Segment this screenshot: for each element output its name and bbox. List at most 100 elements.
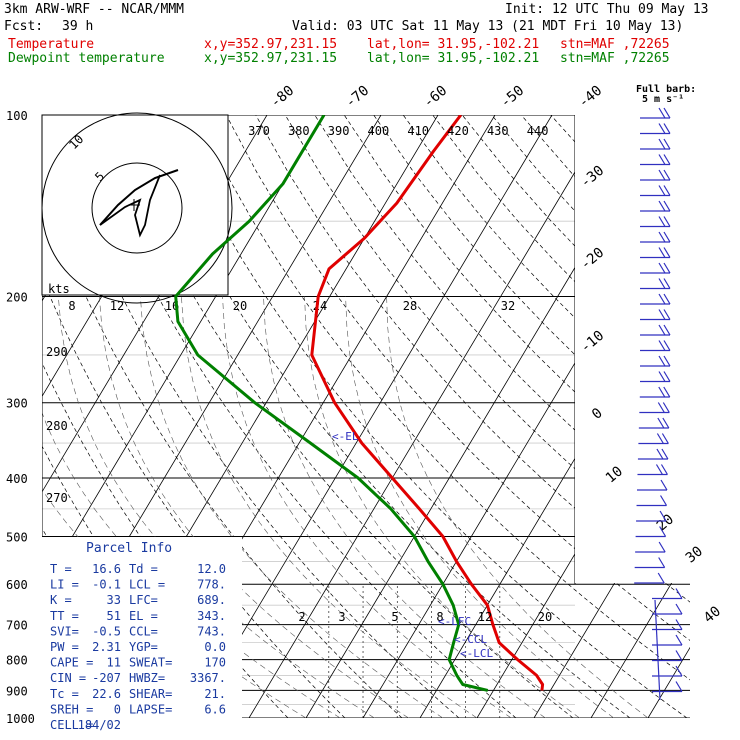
parcel-param-value: 184/02 (78, 718, 121, 732)
wind-barb (634, 572, 665, 584)
wind-barb (652, 650, 683, 662)
wind-barb (638, 433, 669, 445)
dry-adiabat (520, 115, 690, 718)
parcel-param-value: -0.1 (92, 578, 121, 592)
parcel-param-value: 33 (107, 593, 121, 607)
wind-barb-flag (661, 448, 669, 460)
wind-barb-flag (675, 588, 683, 599)
isotherm-label: -50 (498, 83, 528, 112)
wind-barb-flag (657, 402, 665, 413)
parcel-param-name: PW = (50, 640, 79, 654)
wind-barb (640, 169, 671, 181)
init-time: Init: 12 UTC Thu 09 May 13 (505, 2, 709, 17)
wind-barb-flag (663, 231, 671, 243)
parcel-param-name: K = (50, 593, 72, 607)
hodograph-trace (99, 169, 179, 226)
wind-barb (638, 417, 670, 429)
parcel-info-box: Parcel Info T = 16.6 Td = 12.0 LI = -0.1 LCL = 7… (42, 537, 242, 732)
temperature-station: stn=MAF ,72265 (560, 37, 670, 52)
moist-adiabat (140, 296, 443, 718)
wind-barb (652, 681, 683, 693)
wind-barb (636, 495, 668, 507)
wind-barb-flag (658, 309, 666, 320)
wind-barb-flag (663, 340, 671, 351)
wind-barb (640, 371, 671, 383)
isotherm-line (42, 115, 325, 718)
wind-barb (640, 185, 671, 197)
mixing-ratio-label: 8 (436, 610, 443, 624)
wind-barb-flag (659, 510, 667, 522)
wind-barb-flag (675, 603, 683, 615)
parcel-level-annotation: <-CCL (454, 633, 487, 646)
valid-time: Valid: 03 UTC Sat 11 May 13 (21 MDT Fri … (292, 19, 684, 34)
parcel-param-value: -0.5 (92, 624, 121, 638)
wind-barb-flag (663, 107, 671, 119)
theta-e-label: 370 (248, 124, 270, 138)
wind-barb (636, 510, 667, 522)
isotherm-line (362, 115, 690, 718)
wind-barb-flag (658, 293, 666, 305)
parcel-param-name: LI = (50, 578, 79, 592)
parcel-param-value: 343. (197, 609, 226, 623)
parcel-info-title: Parcel Info (86, 541, 172, 556)
moist-adiabat (181, 296, 478, 718)
mixing-ratio-label: 5 (391, 610, 398, 624)
wind-barb-flag (658, 216, 666, 227)
hodograph-speed-label: 8 (68, 299, 75, 313)
forecast-hour: 39 h (62, 19, 94, 34)
isotherm-label: 10 (603, 463, 626, 486)
wind-barb-flag (663, 247, 671, 258)
dewpoint-legend: Dewpoint temperature (8, 51, 165, 66)
wind-barb (640, 216, 671, 228)
wind-barb-flag (663, 169, 671, 181)
wind-barb (640, 340, 671, 352)
hodograph-speed-label: 28 (403, 299, 417, 313)
isotherm-label: 0 (589, 405, 606, 423)
parcel-param-name: YGP= (129, 640, 158, 654)
parcel-param-name: CAPE = (50, 656, 93, 670)
wind-barb (640, 138, 671, 150)
wind-barb (635, 541, 666, 553)
wind-barb-flag (663, 324, 671, 336)
parcel-param-value: 51 (107, 609, 121, 623)
hodograph-units: kts (48, 282, 70, 296)
dry-adiabat (166, 115, 688, 718)
isobar-label: 900 (6, 684, 28, 698)
wind-barb-flag (663, 262, 671, 274)
parcel-param-name: SHEAR= (129, 687, 172, 701)
isotherm-label: 40 (701, 603, 724, 626)
hodograph-speed-label: 24 (313, 299, 327, 313)
wind-barb (640, 278, 671, 290)
isotherm-line (590, 115, 690, 718)
dry-adiabat (48, 115, 460, 718)
wind-barb-flag (663, 293, 671, 305)
wind-barb-flag (663, 185, 671, 196)
isotherm-label: -70 (343, 83, 373, 112)
theta-e-label: 440 (527, 124, 549, 138)
isotherm-line (191, 115, 553, 718)
hodograph-speed-label: 12 (110, 299, 124, 313)
wind-barb (640, 293, 671, 305)
moist-adiabat (386, 296, 649, 718)
parcel-box-bg (42, 537, 242, 718)
isotherm-line (533, 115, 690, 718)
temperature-xy: x,y=352.97,231.15 (204, 37, 338, 52)
isobar-label: 400 (6, 472, 28, 486)
wind-barb-flag (675, 681, 683, 692)
isotherm-line (476, 115, 690, 718)
isobar-label: 300 (6, 397, 28, 411)
wind-barb-flag (658, 541, 666, 553)
wind-barb-flag (675, 619, 683, 630)
wind-barb (637, 479, 668, 491)
isobar-label: 500 (6, 530, 28, 544)
wind-barb (640, 324, 671, 336)
wind-barb-flag (663, 278, 671, 289)
parcel-level-annotation: <-LFC (438, 615, 471, 628)
parcel-param-name: CCL= (129, 624, 158, 638)
dry-adiabat (491, 115, 690, 718)
parcel-param-value: 12.0 (197, 562, 226, 576)
wind-barb-flag (658, 371, 666, 382)
parcel-param-value: 2.31 (92, 640, 121, 654)
wind-barb-flag (656, 433, 664, 444)
